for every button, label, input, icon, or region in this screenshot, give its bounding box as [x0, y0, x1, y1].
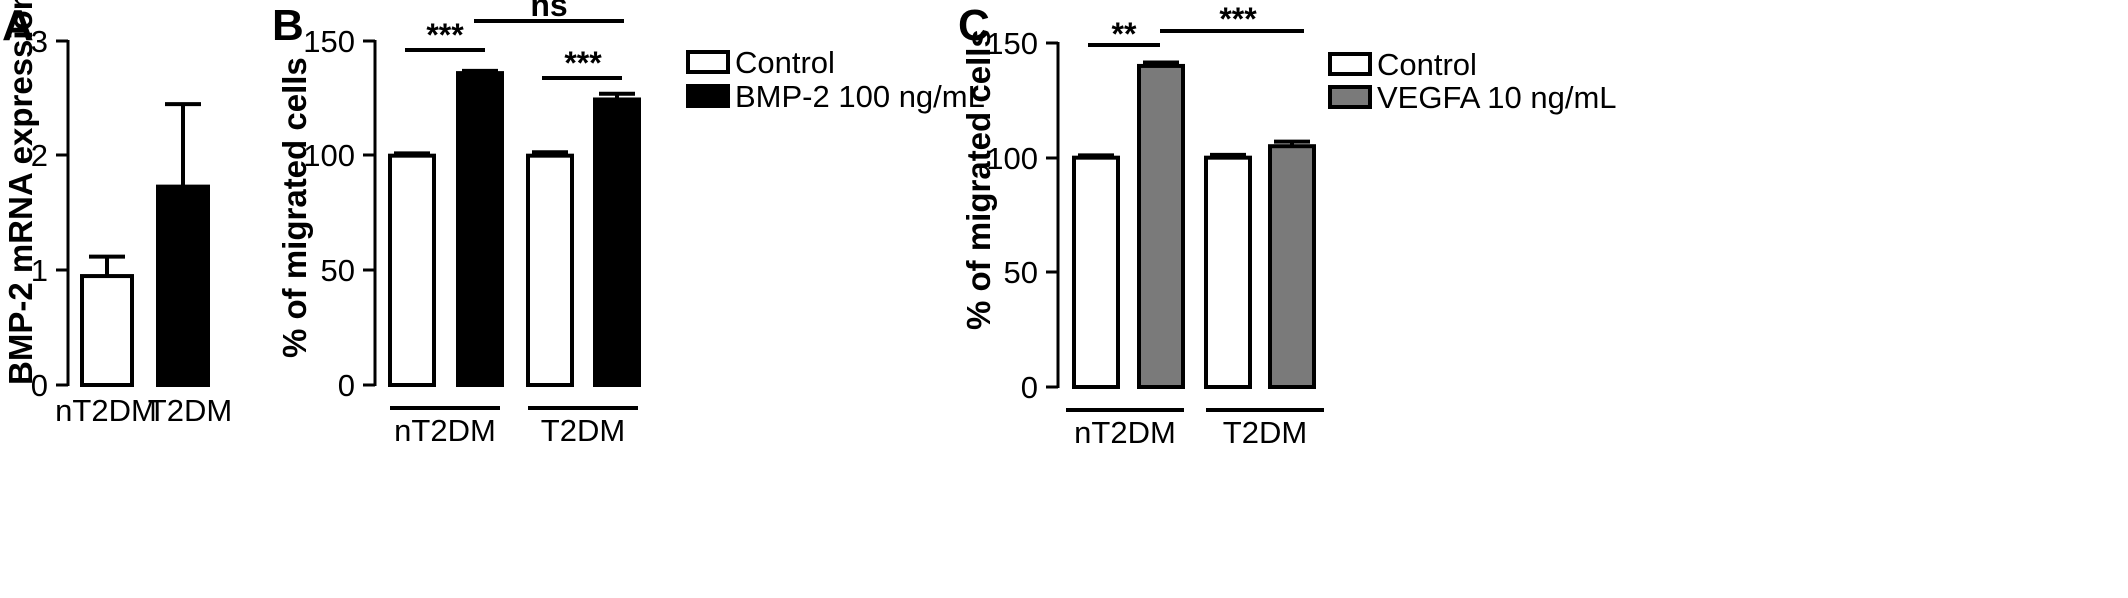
panel-a-bar-nt2dm	[80, 274, 134, 388]
panel-b-ylabel: % of migrated cells	[276, 57, 313, 358]
panel-c-bar-t2dm-control	[1204, 155, 1252, 389]
panel-c-ytick-label-50: 50	[1004, 255, 1038, 290]
panel-c-ylabel: % of migrated cells	[960, 29, 997, 330]
panel-a-bar-t2dm	[156, 184, 210, 387]
panel-b: B % of migrated cells 0 50 100 150 *** *…	[272, 0, 985, 448]
panel-b-sig-label-ns: ns	[530, 0, 567, 23]
panel-c-xtick-label-t2dm: T2DM	[1223, 415, 1307, 450]
panel-b-sig-label-nt2dm: ***	[426, 17, 464, 53]
panel-b-ytick-label-100: 100	[303, 138, 355, 173]
panel-b-bar-t2dm-control	[526, 153, 574, 387]
panel-a-xtick-label-nt2dm: nT2DM	[55, 393, 157, 428]
panel-b-ytick-label-150: 150	[303, 24, 355, 59]
panel-c-legend-label-vegfa: VEGFA 10 ng/mL	[1377, 80, 1617, 115]
panel-c-legend-swatch-vegfa	[1328, 85, 1372, 109]
panel-c-xtick-label-nt2dm: nT2DM	[1074, 415, 1176, 450]
panel-c-bar-nt2dm-vegfa	[1137, 63, 1185, 390]
panel-b-sig-label-t2dm: ***	[564, 45, 602, 81]
panel-a-ylabel: BMP-2 mRNA expression	[2, 0, 39, 385]
panel-c-ytick-label-0: 0	[1021, 370, 1038, 405]
panel-c-legend-swatch-control	[1328, 52, 1372, 76]
panel-c-sig-label-vegfa: ***	[1219, 1, 1257, 37]
panel-c-legend-label-control: Control	[1377, 47, 1477, 82]
panel-a-ytick-label-1: 1	[31, 253, 48, 288]
panel-b-ytick-label-50: 50	[321, 253, 355, 288]
panel-b-bar-nt2dm-control	[388, 153, 436, 387]
panel-b-letter: B	[272, 1, 304, 50]
panel-a-ytick-label-3: 3	[31, 24, 48, 59]
panel-c-ytick-label-150: 150	[986, 26, 1038, 61]
panel-c-bar-t2dm-vegfa	[1268, 144, 1316, 389]
panel-a-ytick-label-2: 2	[31, 138, 48, 173]
panel-c-sig-label-nt2dm: **	[1112, 16, 1137, 52]
panel-b-legend-swatch-control	[686, 50, 730, 74]
panel-c-bar-nt2dm-control	[1072, 155, 1120, 389]
panel-c-letter: C	[958, 1, 990, 50]
panel-a: A BMP-2 mRNA expression 0 1 2 3 nT2DM T2…	[2, 0, 232, 428]
panel-c: C % of migrated cells 0 50 100 150 ** **…	[958, 1, 1617, 450]
panel-b-xtick-label-t2dm: T2DM	[541, 413, 625, 448]
panel-b-bar-nt2dm-bmp2	[456, 71, 504, 388]
panel-b-ytick-label-0: 0	[338, 368, 355, 403]
panel-b-legend-label-control: Control	[735, 45, 835, 80]
panel-a-letter: A	[2, 1, 34, 50]
panel-b-legend-swatch-bmp2	[686, 84, 730, 108]
panel-a-xtick-label-t2dm: T2DM	[148, 393, 232, 428]
panel-b-xtick-label-nt2dm: nT2DM	[394, 413, 496, 448]
panel-b-legend-label-bmp2: BMP-2 100 ng/mL	[735, 79, 985, 114]
panel-a-ytick-label-0: 0	[31, 368, 48, 403]
panel-b-bar-t2dm-bmp2	[593, 97, 641, 387]
panel-c-ytick-label-100: 100	[986, 141, 1038, 176]
